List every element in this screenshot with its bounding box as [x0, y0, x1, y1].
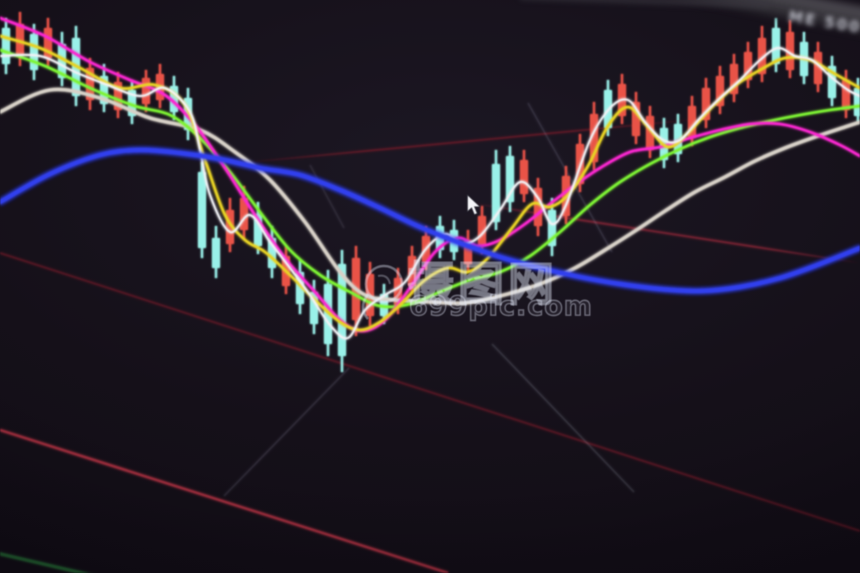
grid-red-bottom [0, 428, 449, 573]
watermark-camera-logo [361, 264, 404, 320]
watermark-text-en: 699pic.com [408, 290, 593, 322]
candle-body [842, 80, 850, 110]
candle-body [520, 160, 528, 194]
candle-body [854, 88, 860, 116]
candle-body [212, 238, 220, 268]
candle-body [198, 172, 206, 248]
reflection-streak [309, 164, 345, 229]
grid-red-upper [239, 118, 701, 164]
mouse-cursor-icon [467, 194, 481, 216]
reflection-streak [223, 367, 350, 497]
candle-body [772, 28, 780, 64]
candle-body [142, 78, 150, 104]
stock-photo-watermark: 摄图网 699pic.com [352, 242, 593, 338]
gridlines-layer [0, 118, 860, 573]
grid-green-corner [0, 552, 89, 573]
candle-body [30, 34, 38, 70]
candle-body [2, 28, 10, 64]
